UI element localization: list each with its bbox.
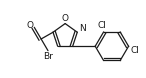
Text: Cl: Cl — [131, 46, 140, 55]
Text: O: O — [27, 21, 34, 30]
Text: Br: Br — [43, 52, 53, 61]
Text: Cl: Cl — [97, 21, 106, 30]
Text: O: O — [62, 14, 69, 23]
Text: N: N — [79, 24, 86, 33]
